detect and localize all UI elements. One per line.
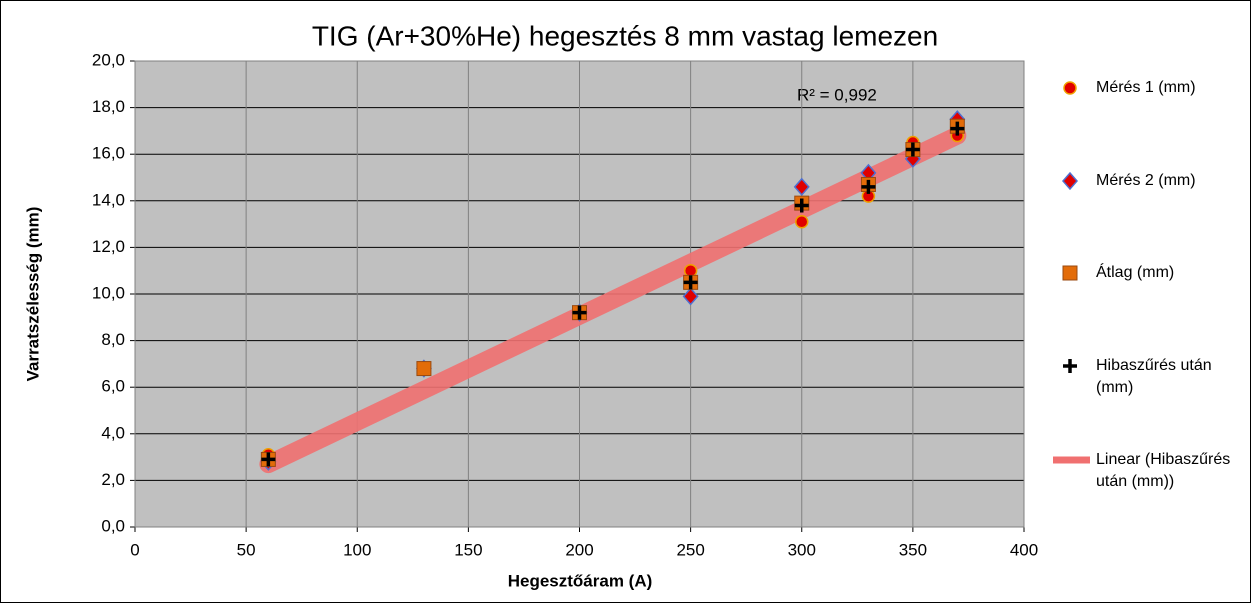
legend-label: Átlag (mm) bbox=[1096, 264, 1175, 281]
x-tick-label: 350 bbox=[899, 540, 927, 559]
legend-label: Linear (Hibaszűrés után (mm)) bbox=[1096, 451, 1231, 490]
legend-marker bbox=[1063, 359, 1077, 373]
point bbox=[683, 275, 698, 290]
trendline bbox=[259, 126, 967, 474]
legend-marker bbox=[1063, 81, 1077, 95]
x-tick-label: 100 bbox=[343, 540, 371, 559]
y-tick-label: 6,0 bbox=[101, 377, 125, 396]
plot-border bbox=[134, 60, 1025, 528]
y-tick-label: 14,0 bbox=[92, 190, 125, 209]
annotation: R² = 0,992 bbox=[797, 85, 877, 104]
x-tick-label: 250 bbox=[676, 540, 704, 559]
y-tick-label: 4,0 bbox=[101, 423, 125, 442]
x-tick-label: 200 bbox=[565, 540, 593, 559]
point bbox=[861, 179, 876, 194]
point bbox=[795, 215, 809, 229]
y-tick-label: 8,0 bbox=[101, 330, 125, 349]
legend-label: Mérés 1 (mm) bbox=[1096, 79, 1196, 96]
x-axis-label: Hegesztőáram (A) bbox=[508, 571, 653, 590]
y-tick-label: 20,0 bbox=[92, 50, 125, 69]
point bbox=[905, 142, 920, 157]
legend-label: Mérés 2 (mm) bbox=[1096, 172, 1196, 189]
point bbox=[794, 198, 809, 213]
x-tick-label: 50 bbox=[237, 540, 256, 559]
legend-marker bbox=[1062, 171, 1078, 191]
y-tick-label: 2,0 bbox=[101, 470, 125, 489]
y-axis-label: Varratszélesség (mm) bbox=[23, 207, 42, 382]
x-tick-label: 150 bbox=[454, 540, 482, 559]
point bbox=[261, 452, 276, 467]
point bbox=[682, 287, 699, 306]
x-tick-label: 400 bbox=[1010, 540, 1038, 559]
point bbox=[572, 305, 587, 320]
point bbox=[950, 121, 965, 136]
legend-marker bbox=[1062, 265, 1078, 281]
legend-label: Hibaszűrés után (mm) bbox=[1096, 357, 1212, 396]
y-tick-label: 16,0 bbox=[92, 144, 125, 163]
y-tick-label: 12,0 bbox=[92, 237, 125, 256]
y-tick-label: 18,0 bbox=[92, 97, 125, 116]
point bbox=[793, 177, 810, 196]
y-tick-label: 10,0 bbox=[92, 283, 125, 302]
y-tick-label: 0,0 bbox=[101, 516, 125, 535]
x-tick-label: 300 bbox=[788, 540, 816, 559]
x-tick-label: 0 bbox=[130, 540, 139, 559]
point bbox=[416, 361, 432, 377]
chart-title: TIG (Ar+30%He) hegesztés 8 mm vastag lem… bbox=[312, 20, 938, 51]
